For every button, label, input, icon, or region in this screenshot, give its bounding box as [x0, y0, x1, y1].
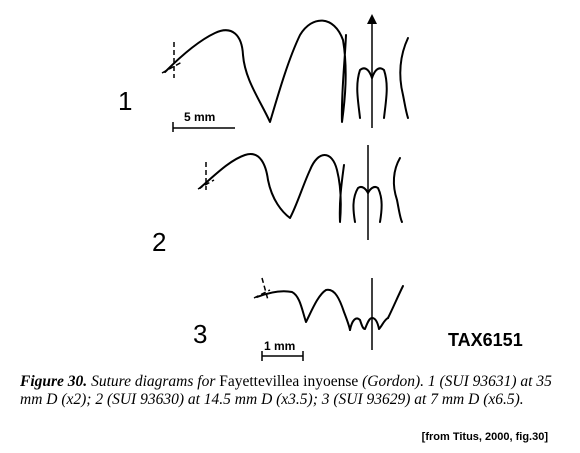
- diagram-label-2: 2: [152, 227, 166, 257]
- suture-line-2-edge: [392, 157, 403, 223]
- suture-line-1: [164, 19, 347, 123]
- figure-caption: Figure 30. Suture diagrams for Fayettevi…: [20, 373, 565, 409]
- suture-line-3-siphuncle: [349, 317, 389, 331]
- suture-line-3-edge: [387, 285, 404, 319]
- umbilical-seam-mark: [261, 277, 269, 301]
- suture-diagram-1: 1 5 mm: [118, 14, 409, 132]
- diagram-label-3: 3: [193, 319, 207, 349]
- suture-line-2: [199, 153, 345, 223]
- arrow-up-icon: [367, 14, 377, 24]
- caption-text-before-taxon: Suture diagrams for: [87, 373, 220, 390]
- scale-label-5mm: 5 mm: [184, 110, 215, 124]
- suture-diagram-3: 3 1 mm TAX6151: [193, 277, 523, 361]
- tax-code-label: TAX6151: [448, 330, 523, 350]
- source-citation: [from Titus, 2000, fig.30]: [421, 431, 548, 443]
- suture-diagram-2: 2: [152, 145, 403, 257]
- caption-text-after-taxon: (Gordon). 1 (SUI 93631) at 35 mm D (x2);…: [20, 373, 552, 408]
- caption-taxon-name: Fayettevillea inyoense: [219, 373, 359, 390]
- diagram-label-1: 1: [118, 86, 132, 116]
- scale-label-1mm: 1 mm: [264, 339, 295, 353]
- figure-number: Figure 30.: [20, 373, 88, 390]
- suture-line-1-edge: [399, 37, 409, 119]
- suture-diagrams-figure: 1 5 mm 2 3 1 mm TAX6151: [118, 14, 523, 361]
- suture-line-3: [256, 288, 351, 331]
